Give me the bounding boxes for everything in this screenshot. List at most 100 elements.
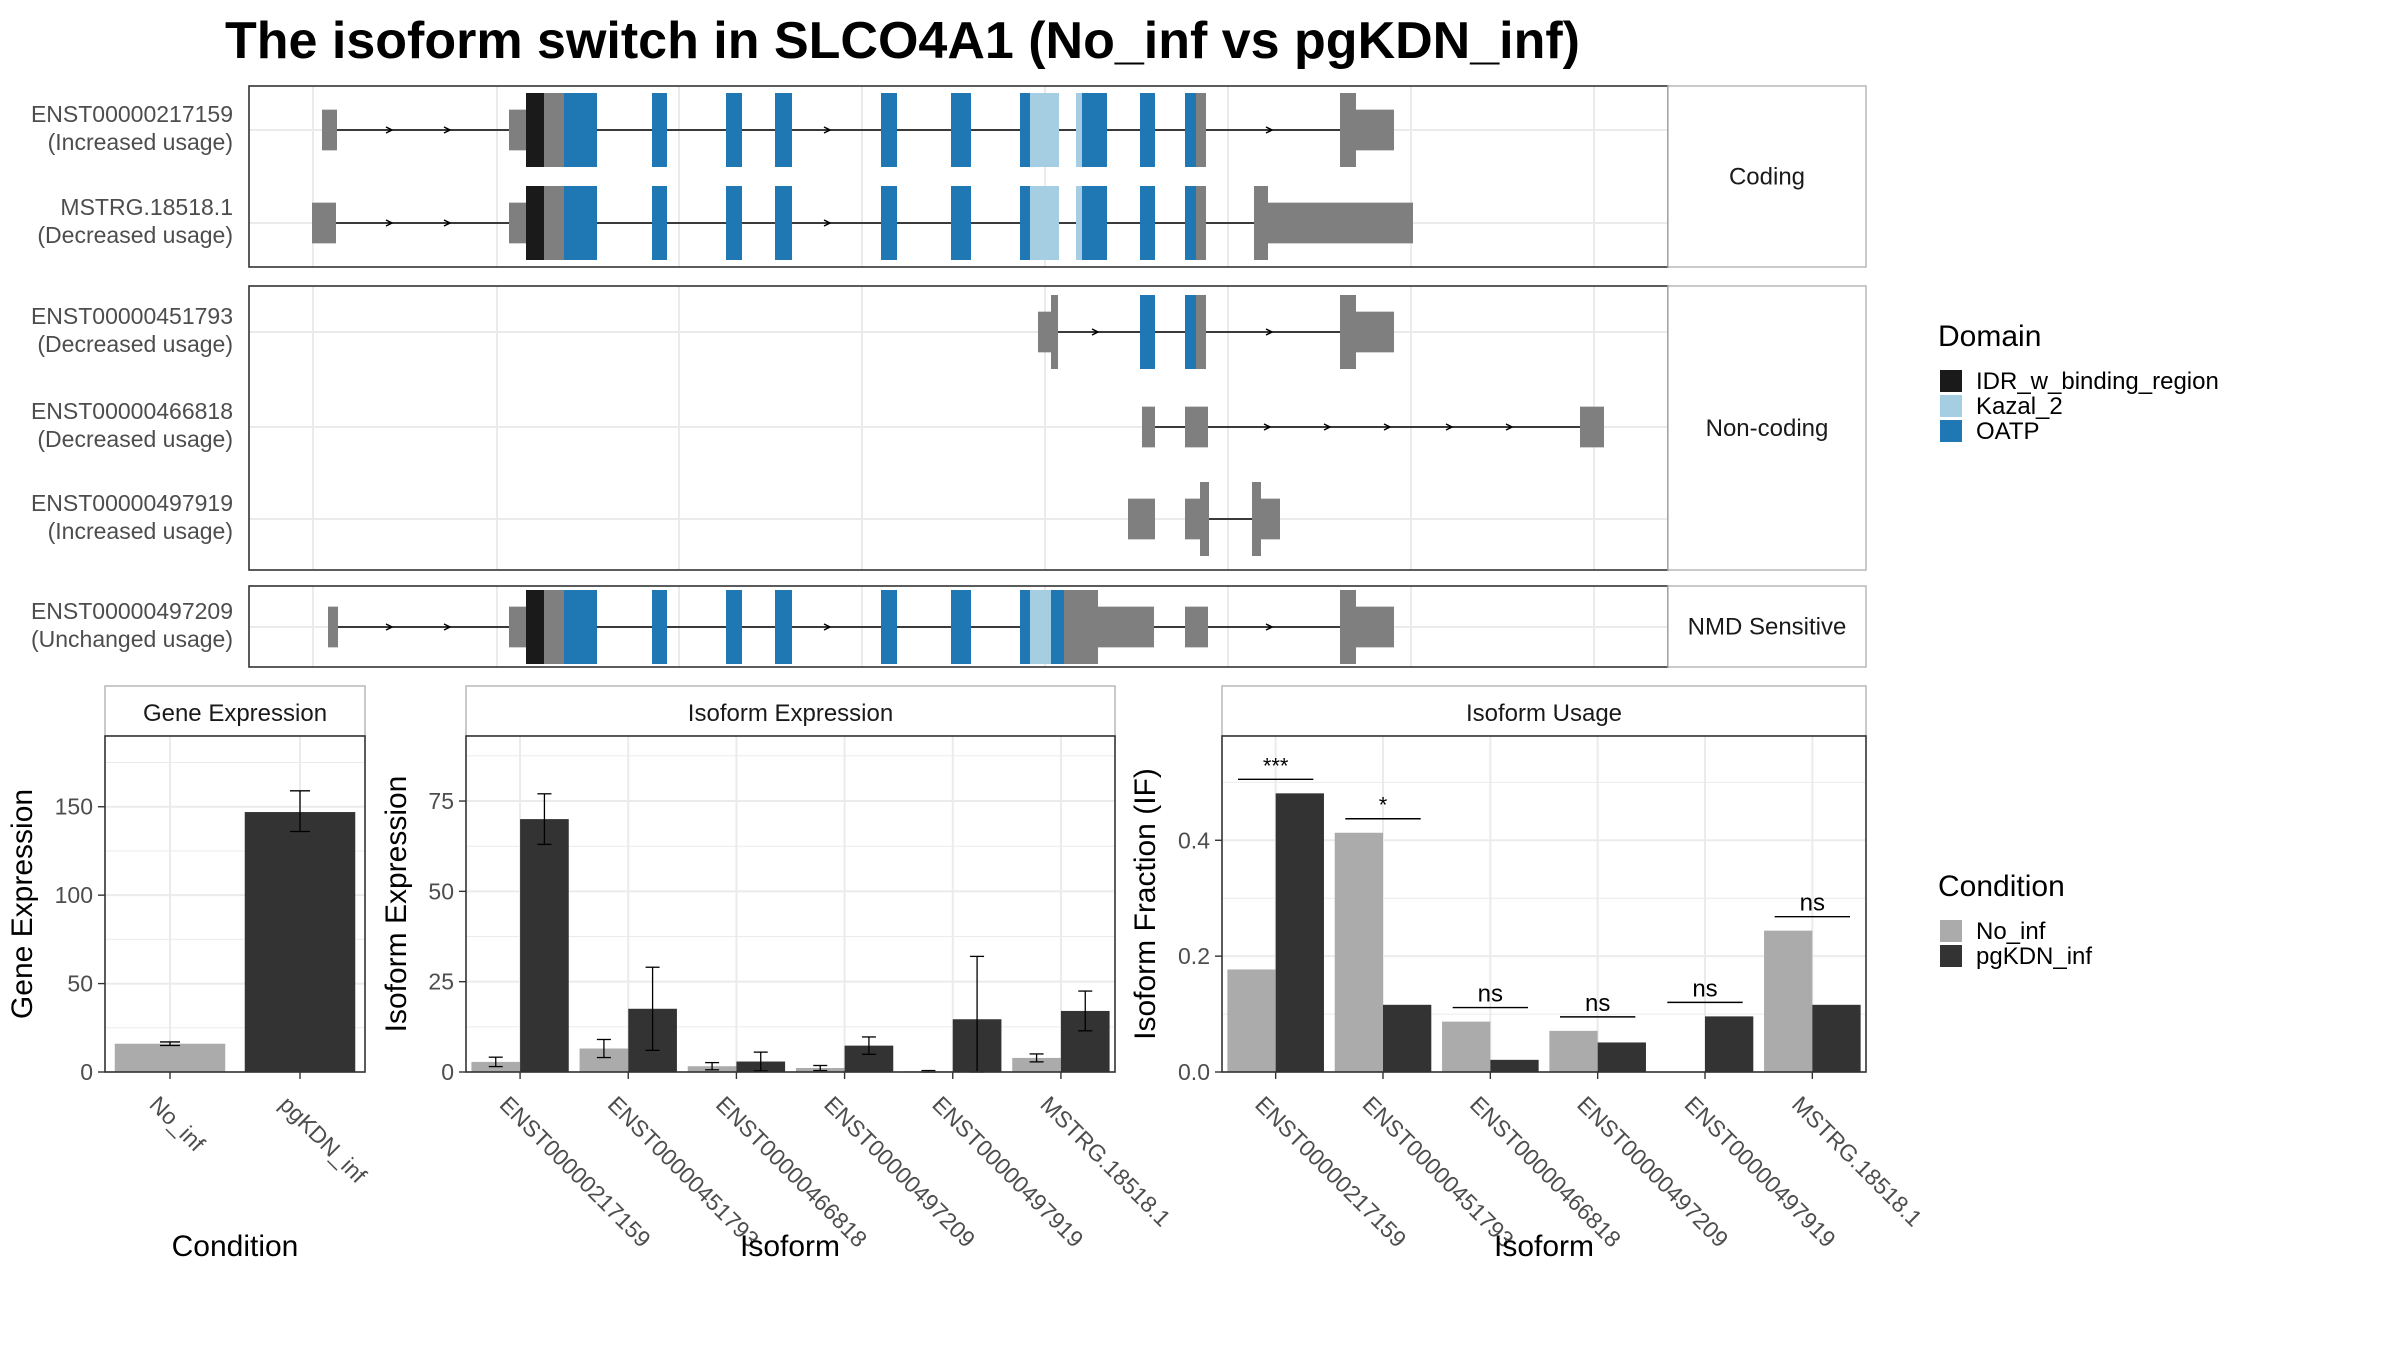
bar [1442, 1021, 1491, 1072]
plot-background [1222, 736, 1866, 1072]
exon-block [509, 606, 526, 648]
exon-block [775, 93, 792, 167]
bar [244, 812, 356, 1072]
isoform-usage-label: (Increased usage) [48, 129, 233, 155]
exon-block [1064, 590, 1098, 664]
exon-block [1200, 482, 1209, 556]
y-tick-label: 0.0 [1178, 1059, 1210, 1085]
y-tick-label: 0 [80, 1059, 93, 1085]
figure-title: The isoform switch in SLCO4A1 (No_inf vs… [225, 12, 1580, 70]
condition-legend-title: Condition [1938, 870, 2065, 903]
exon-block [322, 109, 337, 151]
significance-label: ns [1585, 990, 1610, 1017]
significance-label: *** [1263, 753, 1289, 778]
condition-legend-key [1940, 920, 1962, 942]
bar [1705, 1016, 1754, 1072]
exon-block [1020, 590, 1030, 664]
intron-arrow [823, 126, 832, 134]
facet-strip-label: NMD Sensitive [1688, 614, 1847, 641]
exon-block [775, 590, 792, 664]
exon-block [1356, 606, 1394, 648]
x-axis-title: Isoform [740, 1230, 840, 1263]
exon-block [509, 202, 526, 244]
plot-border [104, 735, 366, 1073]
exon-block [1340, 295, 1356, 369]
isoform-id-label: ENST00000466818 [31, 398, 233, 424]
bar [1334, 832, 1383, 1072]
isoform-label: ENST00000451793(Decreased usage) [31, 303, 233, 357]
bar [114, 1043, 226, 1072]
exon-block [544, 93, 564, 167]
exon-block [526, 186, 544, 260]
exon-block [1051, 590, 1064, 664]
domain-legend-key [1940, 370, 1962, 392]
exon-block [1082, 186, 1107, 260]
exon-block [1185, 186, 1196, 260]
isoform-id-label: ENST00000217159 [31, 101, 233, 127]
y-tick-label: 100 [55, 882, 93, 908]
y-axis-title: Gene Expression [6, 789, 39, 1019]
exon-block [1030, 93, 1059, 167]
intron-arrow [385, 219, 394, 227]
bar [1549, 1030, 1598, 1072]
intron-arrow [1263, 423, 1272, 431]
panel-strip-label: Isoform Expression [688, 700, 893, 727]
y-tick-label: 150 [55, 794, 93, 820]
panel-strip-label: Isoform Usage [1466, 700, 1622, 727]
intron-arrow [823, 623, 832, 631]
exon-block [1185, 498, 1200, 540]
intron-arrow [1445, 423, 1454, 431]
bar [1012, 1057, 1061, 1072]
isoform-track [1142, 406, 1604, 448]
bar-panel: Isoform Expression0255075ENST00000217159… [380, 685, 1176, 1263]
intron-arrow [443, 623, 452, 631]
exon-block [544, 186, 564, 260]
isoform-id-label: ENST00000497209 [31, 598, 233, 624]
exon-block [652, 186, 667, 260]
exon-block [1030, 186, 1059, 260]
exon-block [509, 109, 526, 151]
y-tick-label: 25 [428, 969, 454, 995]
exon-block [1098, 606, 1154, 648]
exon-block [1020, 93, 1030, 167]
exon-block [726, 93, 742, 167]
bar [520, 819, 569, 1072]
intron-arrow [1505, 423, 1514, 431]
exon-block [1268, 202, 1413, 244]
exon-block [1020, 186, 1030, 260]
facet-strip-label: Coding [1729, 164, 1805, 191]
bar [1812, 1004, 1861, 1072]
isoform-label: ENST00000466818(Decreased usage) [31, 398, 233, 452]
panel-strip [1221, 685, 1867, 737]
exon-block [1185, 93, 1196, 167]
domain-legend-key [1940, 420, 1962, 442]
x-axis-title: Isoform [1494, 1230, 1594, 1263]
domain-legend-label: Kazal_2 [1976, 393, 2063, 420]
facet-strip [1667, 85, 1867, 268]
exon-block [564, 590, 597, 664]
y-tick-label: 0 [441, 1059, 454, 1085]
bar [1764, 930, 1813, 1072]
isoform-usage-label: (Increased usage) [48, 518, 233, 544]
panel-strip [465, 685, 1116, 737]
exon-block [564, 93, 597, 167]
bar-panel: Gene Expression 0 50 100 150 No_inf pgKDN_inf G… [6, 685, 372, 1263]
significance-label: ns [1800, 890, 1825, 917]
exon-block [1185, 606, 1208, 648]
condition-legend-label: No_inf [1976, 918, 2046, 945]
exon-block [1185, 406, 1208, 448]
exon-block [312, 202, 336, 244]
domain-legend-label: IDR_w_binding_region [1976, 368, 2219, 395]
exon-block [951, 590, 971, 664]
panel-strip-label: Gene Expression [143, 700, 327, 727]
exon-block [564, 186, 597, 260]
y-tick-label: 0.4 [1178, 827, 1210, 853]
x-axis-title: Condition [172, 1230, 299, 1263]
y-tick-label: 0.2 [1178, 943, 1210, 969]
exon-block [1356, 311, 1394, 353]
exon-block [951, 186, 971, 260]
isoform-track [1128, 482, 1280, 556]
y-axis-title: Isoform Fraction (IF) [1129, 768, 1162, 1040]
